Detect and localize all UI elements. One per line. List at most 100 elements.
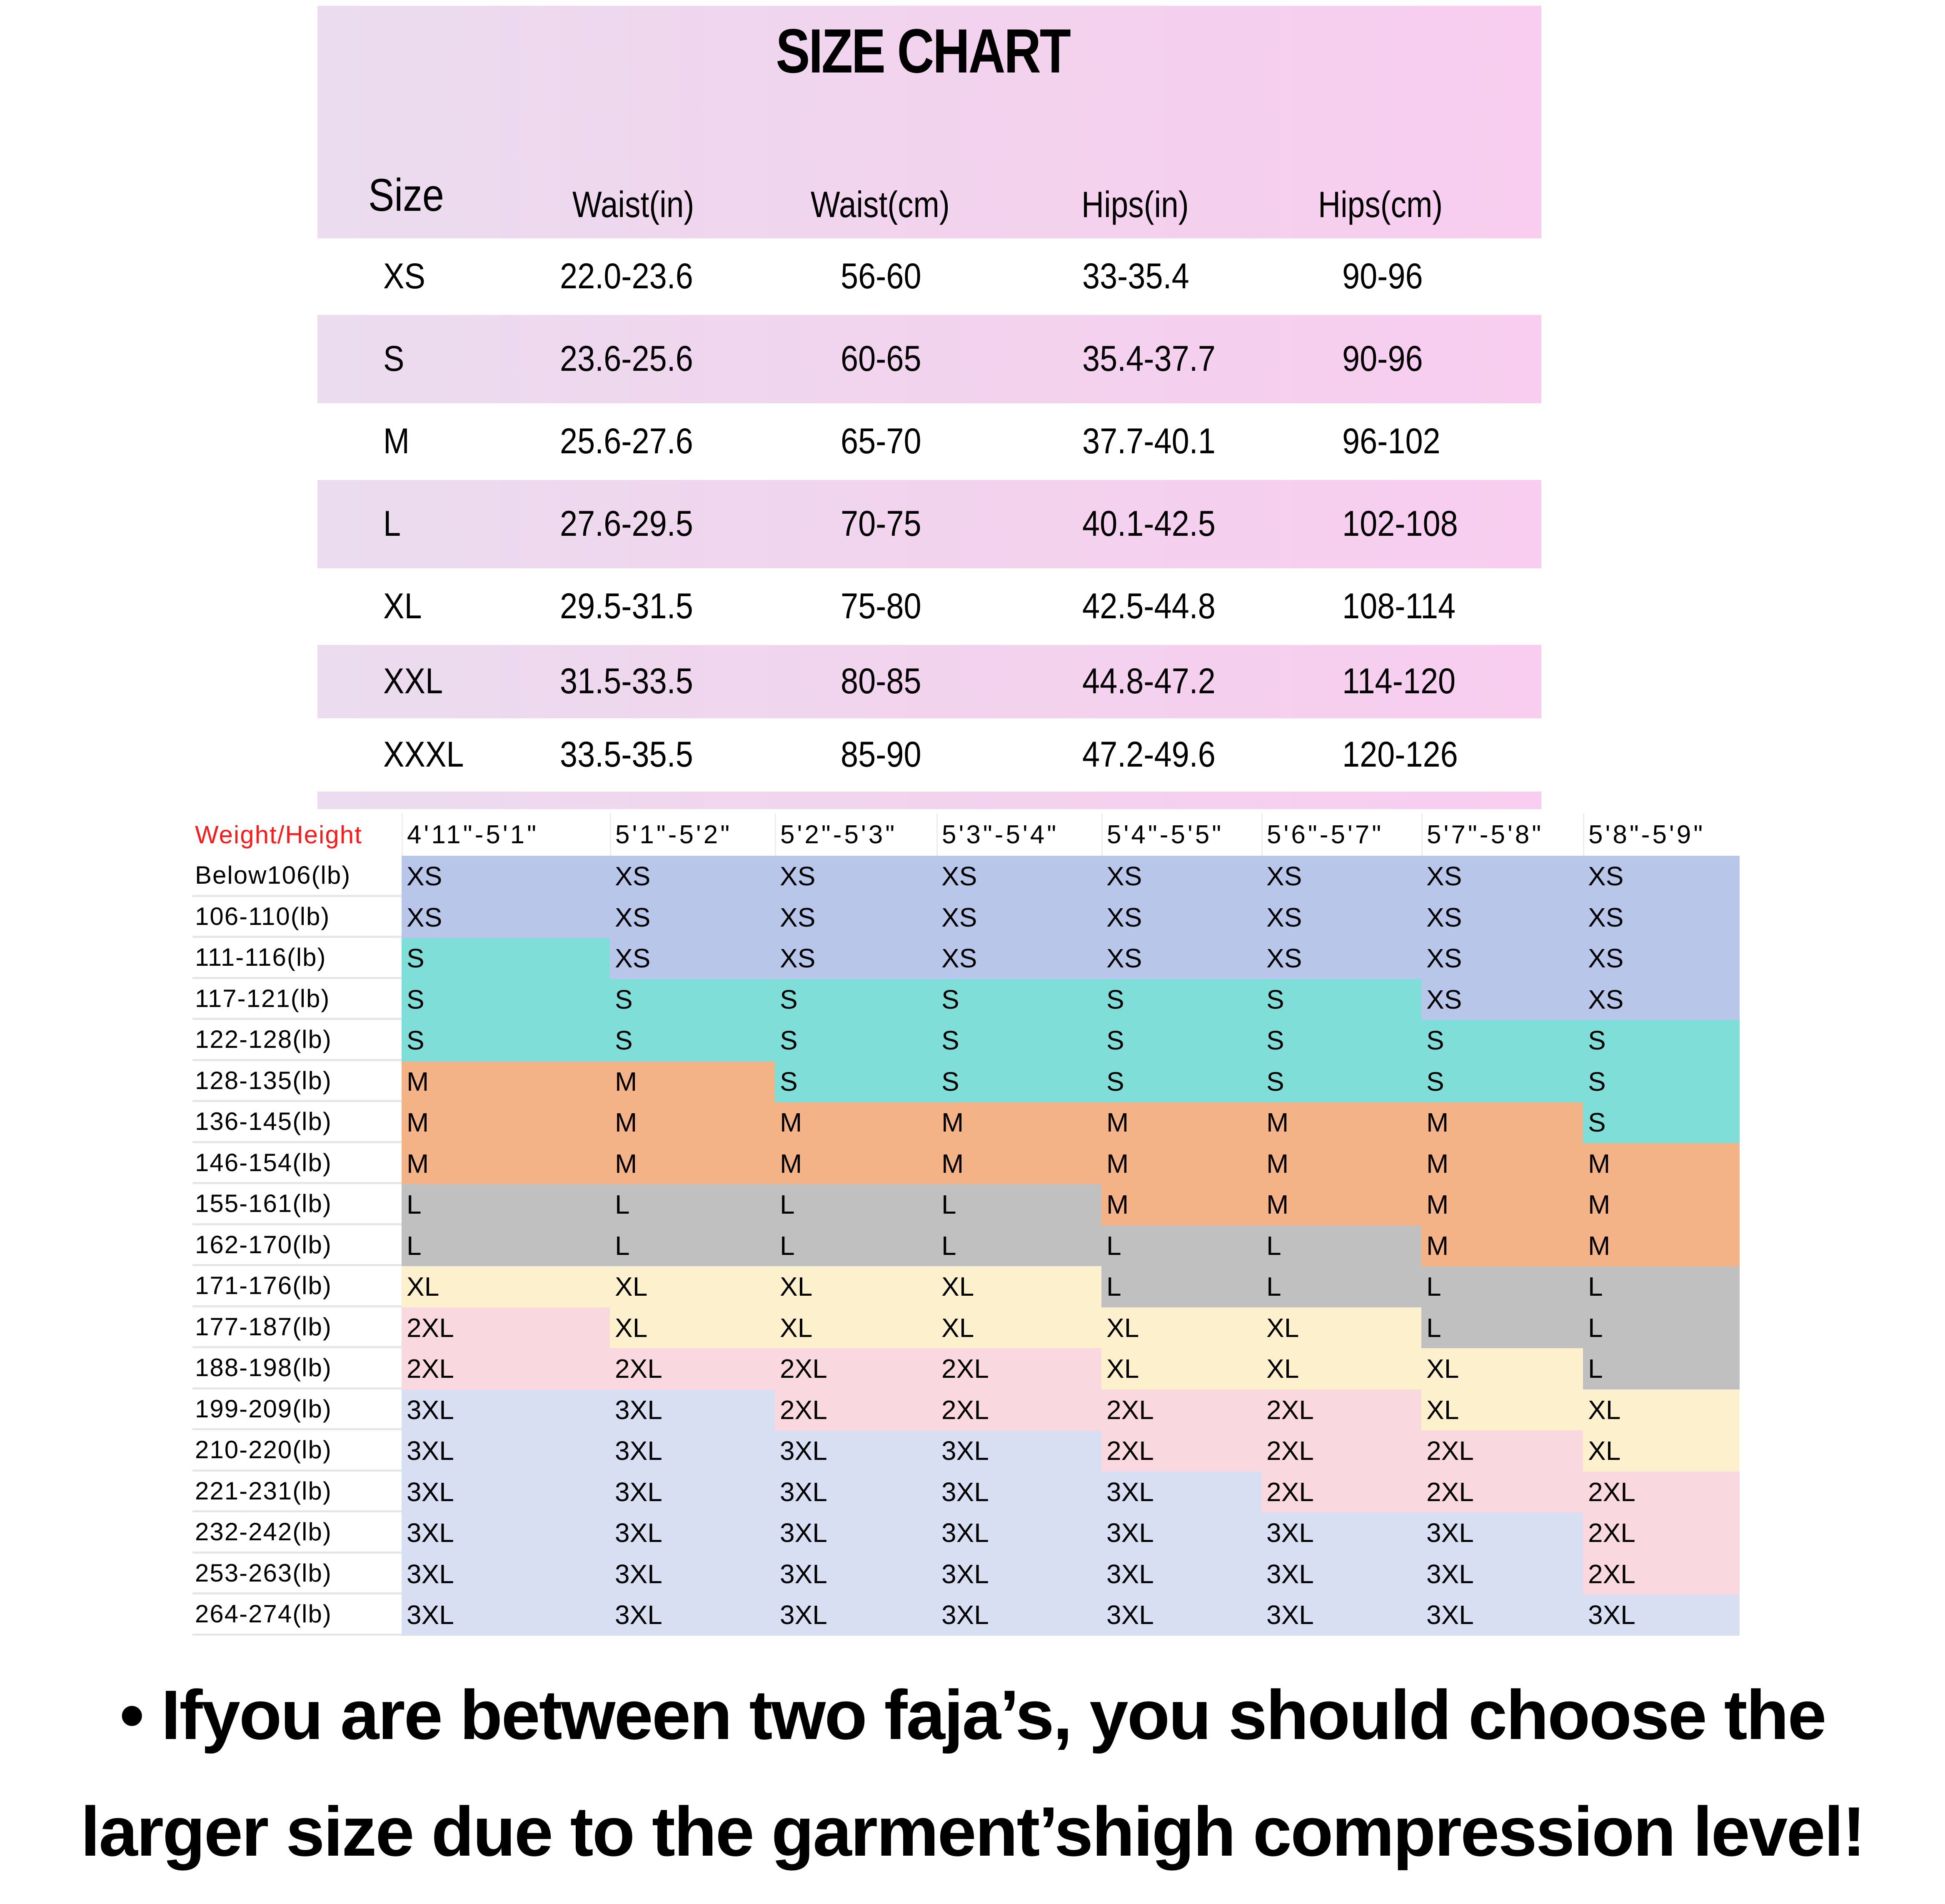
column-header-hips-in: Hips(in) (1081, 184, 1189, 225)
size-cell: 3XL (402, 1594, 610, 1636)
weight-label: 253-263(lb) (192, 1553, 402, 1594)
size-cell: M (936, 1102, 1101, 1143)
size-cell: M (1261, 1102, 1421, 1143)
size-cell: S (402, 979, 610, 1020)
size-cell: L (402, 1184, 610, 1225)
size-cell: 3XL (1101, 1553, 1261, 1594)
size-cell: XL (775, 1266, 936, 1307)
size-cell: S (1421, 1020, 1583, 1061)
size-cell: L (383, 504, 401, 544)
grid-row: 177-187(lb) 2XL XL XL XL XL XL L L (192, 1307, 1740, 1348)
size-cell: M (1101, 1184, 1261, 1225)
size-cell: S (1261, 1020, 1421, 1061)
size-cell: L (775, 1225, 936, 1266)
size-chart-table: SIZE CHART Size Waist(in) Waist(cm) Hips… (317, 6, 1541, 809)
hips-in-cell: 40.1-42.5 (1082, 504, 1216, 544)
size-cell: XS (936, 938, 1101, 979)
waist-cm-cell: 85-90 (841, 735, 921, 775)
weight-label: 111-116(lb) (192, 938, 402, 979)
size-cell: 3XL (1261, 1594, 1421, 1636)
size-cell: XL (610, 1266, 775, 1307)
size-cell: 2XL (402, 1348, 610, 1389)
size-cell: 3XL (610, 1389, 775, 1430)
grid-row: 136-145(lb) M M M M M M M S (192, 1102, 1740, 1143)
grid-row: 162-170(lb) L L L L L L M M (192, 1225, 1740, 1266)
size-cell: XS (936, 897, 1101, 938)
size-chart-body: XS 22.0-23.6 56-60 33-35.4 90-96 S 23.6-25.6 60… (317, 238, 1541, 792)
size-cell: 3XL (402, 1512, 610, 1554)
size-cell: L (1421, 1266, 1583, 1307)
hips-cm-cell: 90-96 (1342, 339, 1423, 379)
size-cell: S (1583, 1102, 1740, 1143)
waist-in-cell: 27.6-29.5 (560, 504, 693, 544)
hips-cm-cell: 90-96 (1342, 256, 1423, 296)
weight-height-grid: Weight/Height 4'11"-5'1" 5'1"-5'2" 5'2"-… (192, 813, 1740, 1636)
grid-row: 188-198(lb) 2XL 2XL 2XL 2XL XL XL XL L (192, 1348, 1740, 1389)
size-cell: 3XL (775, 1512, 936, 1554)
hips-in-cell: 42.5-44.8 (1082, 586, 1216, 626)
size-chart-row: XXXL 33.5-35.5 85-90 47.2-49.6 120-126 (317, 718, 1541, 792)
size-cell: XS (1421, 897, 1583, 938)
size-cell: XS (1583, 897, 1740, 938)
size-chart-bottom-band (317, 792, 1541, 809)
size-cell: M (1421, 1225, 1583, 1266)
grid-row: 117-121(lb) S S S S S S XS XS (192, 979, 1740, 1020)
size-cell: XXXL (383, 735, 464, 775)
size-cell: 3XL (1421, 1512, 1583, 1554)
size-cell: M (402, 1102, 610, 1143)
size-cell: XL (383, 586, 422, 626)
grid-row: 264-274(lb) 3XL 3XL 3XL 3XL 3XL 3XL 3XL 3XL (192, 1594, 1740, 1636)
weight-label: 188-198(lb) (192, 1348, 402, 1389)
size-cell: S (402, 938, 610, 979)
size-cell: XL (1101, 1307, 1261, 1348)
size-cell: XS (1261, 897, 1421, 938)
size-cell: XS (610, 938, 775, 979)
size-cell: XS (1101, 856, 1261, 897)
size-cell: L (936, 1225, 1101, 1266)
size-cell: 3XL (936, 1594, 1101, 1636)
size-cell: XS (402, 897, 610, 938)
size-cell: L (936, 1184, 1101, 1225)
size-cell: M (402, 1061, 610, 1102)
size-cell: XS (1583, 979, 1740, 1020)
size-cell: 3XL (610, 1471, 775, 1512)
weight-label: 221-231(lb) (192, 1471, 402, 1512)
size-cell: L (1583, 1266, 1740, 1307)
size-cell: XL (1583, 1389, 1740, 1430)
grid-row: Below106(lb) XS XS XS XS XS XS XS XS (192, 856, 1740, 897)
hips-cm-cell: 114-120 (1342, 661, 1456, 701)
size-cell: XS (1421, 938, 1583, 979)
size-cell: XL (1261, 1307, 1421, 1348)
size-cell: 2XL (1583, 1471, 1740, 1512)
size-cell: 2XL (1261, 1430, 1421, 1472)
size-cell: 3XL (610, 1594, 775, 1636)
grid-row: 128-135(lb) M M S S S S S S (192, 1061, 1740, 1102)
size-cell: 3XL (936, 1471, 1101, 1512)
size-cell: M (1261, 1143, 1421, 1184)
size-cell: XS (610, 897, 775, 938)
size-cell: M (1421, 1184, 1583, 1225)
size-cell: 3XL (1583, 1594, 1740, 1636)
grid-row: 253-263(lb) 3XL 3XL 3XL 3XL 3XL 3XL 3XL 2XL (192, 1553, 1740, 1594)
waist-in-cell: 22.0-23.6 (560, 256, 693, 296)
grid-row: 146-154(lb) M M M M M M M M (192, 1143, 1740, 1184)
size-cell: M (1583, 1143, 1740, 1184)
size-cell: XL (1421, 1389, 1583, 1430)
grid-row: 221-231(lb) 3XL 3XL 3XL 3XL 3XL 2XL 2XL 2XL (192, 1471, 1740, 1512)
size-cell: S (775, 1061, 936, 1102)
size-chart-row: XL 29.5-31.5 75-80 42.5-44.8 108-114 (317, 568, 1541, 645)
size-cell: 3XL (775, 1553, 936, 1594)
size-chart-row: L 27.6-29.5 70-75 40.1-42.5 102-108 (317, 480, 1541, 568)
column-header-size: Size (368, 170, 444, 221)
size-cell: 2XL (610, 1348, 775, 1389)
size-cell: S (1101, 1061, 1261, 1102)
waist-cm-cell: 65-70 (841, 421, 921, 461)
grid-row: 111-116(lb) S XS XS XS XS XS XS XS (192, 938, 1740, 979)
size-cell: 3XL (775, 1471, 936, 1512)
weight-label: 122-128(lb) (192, 1020, 402, 1061)
hips-in-cell: 33-35.4 (1082, 256, 1189, 296)
size-cell: 2XL (1101, 1430, 1261, 1472)
size-cell: 2XL (775, 1348, 936, 1389)
size-cell: L (775, 1184, 936, 1225)
height-header: 5'7"-5'8" (1421, 813, 1583, 856)
